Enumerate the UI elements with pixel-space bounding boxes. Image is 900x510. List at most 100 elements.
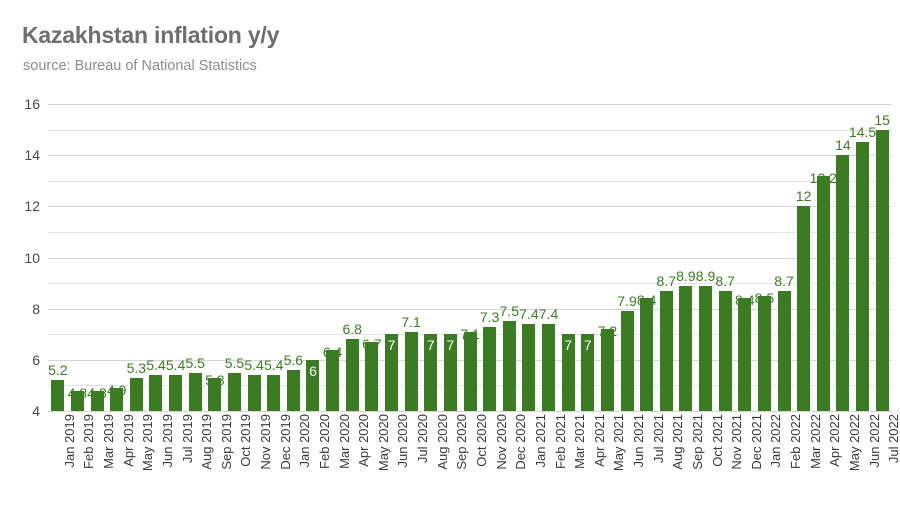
bar[interactable] xyxy=(110,387,124,411)
bar[interactable] xyxy=(365,341,379,411)
bar-item[interactable]: 8.7 xyxy=(715,104,735,411)
bar[interactable] xyxy=(384,334,398,411)
bar[interactable] xyxy=(777,290,791,411)
bar-item[interactable]: 6.4 xyxy=(322,104,343,411)
bar[interactable] xyxy=(51,380,65,411)
bar-item[interactable]: 8.7 xyxy=(774,104,794,411)
bar-item[interactable]: 8.7 xyxy=(657,104,676,411)
bar-item[interactable]: 7.3 xyxy=(480,104,499,411)
bar-item[interactable]: 6.7 xyxy=(362,104,382,411)
gridline-minor xyxy=(48,231,892,233)
x-axis-tick-label: May 2021 xyxy=(611,414,627,472)
x-axis-tick-label: Feb 2020 xyxy=(316,414,332,469)
x-axis-tick-label: Jun 2020 xyxy=(395,414,411,468)
bar-value-label: 5.5 xyxy=(224,354,245,371)
bar[interactable] xyxy=(463,331,477,411)
bar[interactable] xyxy=(129,377,143,411)
bar-item[interactable]: 7.5 xyxy=(500,104,519,411)
bar-item[interactable]: 8.4 xyxy=(735,104,755,411)
bar-item[interactable]: 7.4 xyxy=(519,104,539,411)
bar[interactable] xyxy=(620,311,634,411)
bar[interactable] xyxy=(188,372,202,411)
x-axis-tick-label: Dec 2021 xyxy=(748,414,764,470)
gridline-minor xyxy=(48,129,892,131)
bar-item[interactable]: 7 xyxy=(443,104,457,411)
bar[interactable] xyxy=(522,324,536,411)
bar-item[interactable]: 5.4 xyxy=(264,104,283,411)
bar[interactable] xyxy=(443,334,457,411)
bar[interactable] xyxy=(856,142,870,411)
bar-item[interactable]: 5.5 xyxy=(185,104,205,411)
bar-item[interactable]: 14.5 xyxy=(849,104,876,411)
bar[interactable] xyxy=(149,375,163,411)
bar[interactable] xyxy=(70,390,84,411)
bar-value-label: 15 xyxy=(874,111,890,128)
bar-item[interactable]: 5.5 xyxy=(224,104,245,411)
bar-item[interactable]: 8.4 xyxy=(637,104,656,411)
bar[interactable] xyxy=(738,298,752,411)
bar-item[interactable]: 7.1 xyxy=(460,104,480,411)
bar-item[interactable]: 5.4 xyxy=(166,104,185,411)
x-axis-tick-label: Nov 2019 xyxy=(258,414,274,470)
bar-item[interactable]: 4.9 xyxy=(107,104,126,411)
bar-item[interactable]: 5.3 xyxy=(127,104,146,411)
bar-item[interactable]: 7 xyxy=(424,104,438,411)
bar[interactable] xyxy=(286,370,300,411)
bar[interactable] xyxy=(757,295,771,411)
bar[interactable] xyxy=(404,331,418,411)
bar-item[interactable]: 7.1 xyxy=(401,104,421,411)
bar-item[interactable]: 6 xyxy=(306,104,320,411)
bar[interactable] xyxy=(581,334,595,411)
bar[interactable] xyxy=(345,339,359,411)
bar-item[interactable]: 7.2 xyxy=(598,104,617,411)
bar-item[interactable]: 8.9 xyxy=(696,104,715,411)
bar[interactable] xyxy=(797,206,811,411)
bar-item[interactable]: 5.4 xyxy=(146,104,166,411)
bar[interactable] xyxy=(227,372,241,411)
bar-item[interactable]: 4.8 xyxy=(87,104,107,411)
bar-item[interactable]: 7 xyxy=(561,104,575,411)
bar-item[interactable]: 7.4 xyxy=(539,104,558,411)
bar[interactable] xyxy=(483,326,497,411)
bar[interactable] xyxy=(326,349,340,411)
y-axis-tick-label: 14 xyxy=(24,147,40,164)
bar[interactable] xyxy=(169,375,183,411)
x-axis-tick-label: Dec 2020 xyxy=(513,414,529,470)
x-axis-tick-label: Sep 2019 xyxy=(218,414,234,470)
bar[interactable] xyxy=(542,324,555,411)
bar-item[interactable]: 8.9 xyxy=(676,104,696,411)
bar-item[interactable]: 5.2 xyxy=(48,104,68,411)
bar-item[interactable]: 5.4 xyxy=(244,104,264,411)
bar[interactable] xyxy=(208,377,222,411)
bar-item[interactable]: 5.6 xyxy=(284,104,303,411)
bar[interactable] xyxy=(816,175,830,411)
bar-value-label: 6.4 xyxy=(322,343,343,360)
bar[interactable] xyxy=(90,390,104,411)
bar-item[interactable]: 7 xyxy=(581,104,595,411)
bar-value-label: 13.2 xyxy=(809,169,837,186)
bar[interactable] xyxy=(699,285,713,411)
bar[interactable] xyxy=(424,334,438,411)
bar-item[interactable]: 7 xyxy=(384,104,398,411)
bar[interactable] xyxy=(247,375,261,411)
bar[interactable] xyxy=(875,129,889,411)
bar-item[interactable]: 15 xyxy=(874,104,890,411)
bar[interactable] xyxy=(600,329,614,411)
bar-item[interactable]: 7.9 xyxy=(617,104,637,411)
bar[interactable] xyxy=(836,155,850,411)
bar[interactable] xyxy=(718,290,732,411)
bar-item[interactable]: 5.3 xyxy=(205,104,225,411)
bar[interactable] xyxy=(659,290,673,411)
bar[interactable] xyxy=(640,298,654,411)
bar[interactable] xyxy=(561,334,575,411)
bar[interactable] xyxy=(306,359,320,411)
bar[interactable] xyxy=(679,285,693,411)
bar-item[interactable]: 4.8 xyxy=(68,104,87,411)
bar-item[interactable]: 14 xyxy=(835,104,851,411)
bar-item[interactable]: 8.5 xyxy=(755,104,774,411)
bar-item[interactable]: 12 xyxy=(796,104,811,411)
bar[interactable] xyxy=(502,321,516,411)
bar-item[interactable]: 13.2 xyxy=(810,104,837,411)
bar-item[interactable]: 6.8 xyxy=(342,104,362,411)
bar[interactable] xyxy=(267,375,281,411)
